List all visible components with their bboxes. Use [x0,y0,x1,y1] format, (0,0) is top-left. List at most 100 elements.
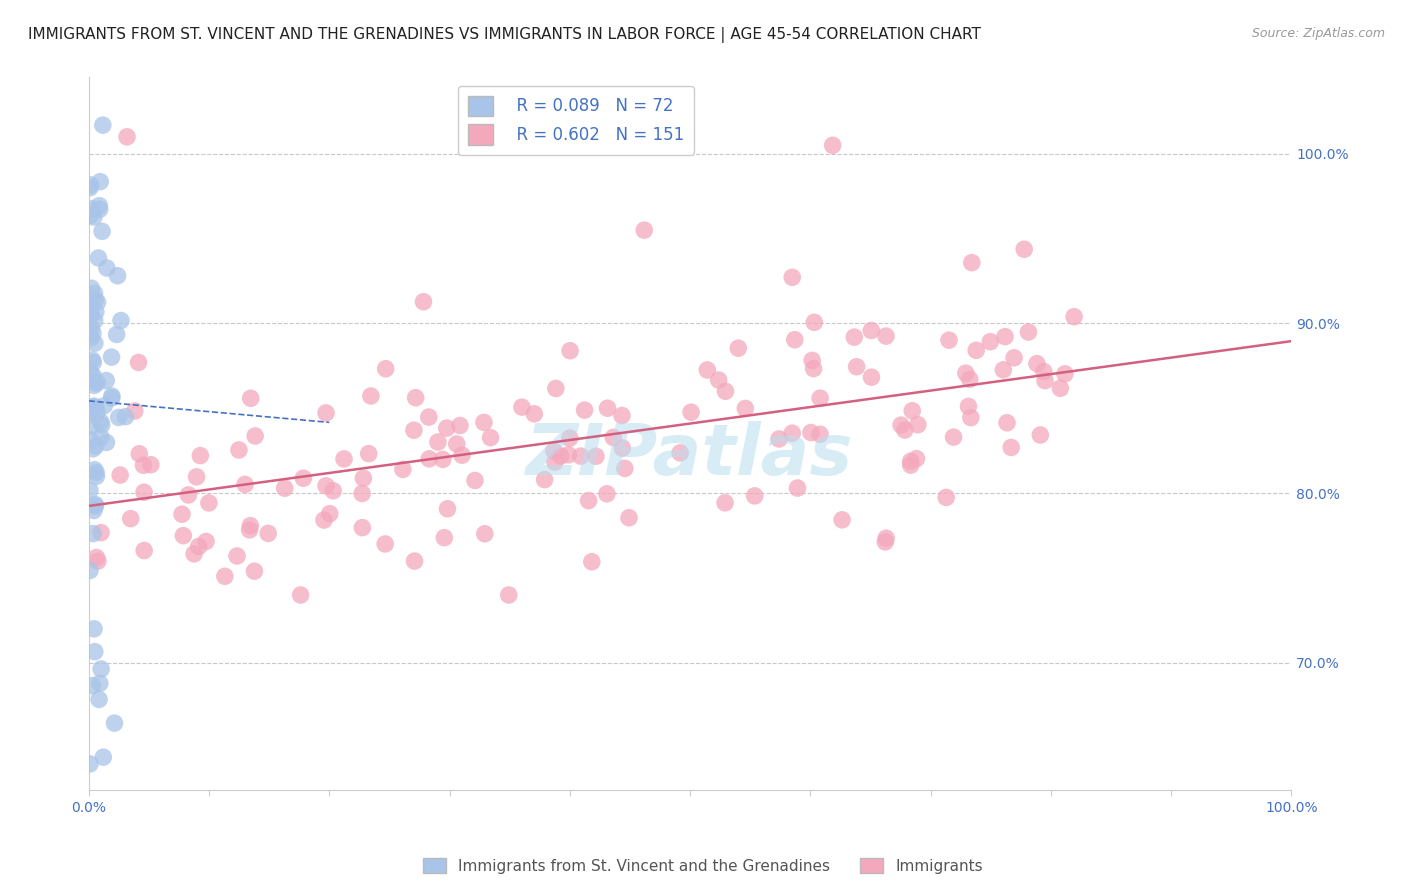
Text: ZIPatlas: ZIPatlas [526,421,853,490]
Point [273,481,295,495]
Point [96,435,118,450]
Point [87,251,110,265]
Point [83,378,105,392]
Point [533,473,555,487]
Point [239,518,262,533]
Point [82,442,104,456]
Point [474,526,496,541]
Point [744,489,766,503]
Point [860,370,883,384]
Point [290,588,312,602]
Point [714,496,737,510]
Point [83,286,105,301]
Point [110,313,132,327]
Point [464,474,486,488]
Point [101,391,124,405]
Point [993,363,1015,377]
Point [80,321,103,335]
Point [312,513,335,527]
Point [79,178,101,192]
Point [900,454,922,468]
Point [86,295,108,310]
Point [995,416,1018,430]
Point [172,529,194,543]
Point [617,510,640,524]
Point [79,209,101,223]
Point [1049,381,1071,395]
Point [79,180,101,194]
Point [103,716,125,731]
Point [821,138,844,153]
Point [84,401,107,415]
Point [959,372,981,386]
Point [808,427,831,442]
Point [83,645,105,659]
Point [426,435,449,450]
Point [613,461,636,475]
Point [83,314,105,328]
Point [803,315,825,329]
Point [91,750,114,764]
Point [558,431,581,445]
Point [82,326,104,340]
Point [352,486,374,500]
Point [82,526,104,541]
Point [183,547,205,561]
Point [80,281,103,295]
Point [1029,428,1052,442]
Point [188,449,211,463]
Point [101,389,124,403]
Text: IMMIGRANTS FROM ST. VINCENT AND THE GRENADINES VS IMMIGRANTS IN LABOR FORCE | AG: IMMIGRANTS FROM ST. VINCENT AND THE GREN… [28,27,981,43]
Point [83,399,105,413]
Point [734,401,756,416]
Point [994,329,1017,343]
Point [243,564,266,578]
Point [105,327,128,342]
Point [875,531,897,545]
Point [955,366,977,380]
Point [86,469,108,483]
Point [90,415,112,429]
Point [544,455,567,469]
Point [120,511,142,525]
Point [801,353,824,368]
Point [322,483,344,498]
Point [831,513,853,527]
Point [128,447,150,461]
Point [86,405,108,419]
Point [83,210,105,224]
Point [404,554,426,568]
Point [352,521,374,535]
Point [91,224,114,238]
Point [83,463,105,477]
Text: Source: ZipAtlas.com: Source: ZipAtlas.com [1251,27,1385,40]
Legend: Immigrants from St. Vincent and the Grenadines, Immigrants: Immigrants from St. Vincent and the Gren… [416,852,990,880]
Point [357,447,380,461]
Point [187,540,209,554]
Point [768,432,790,446]
Point [402,423,425,437]
Point [134,543,156,558]
Point [894,423,917,437]
Point [79,756,101,771]
Point [1012,242,1035,256]
Point [405,391,427,405]
Point [80,307,103,321]
Point [86,550,108,565]
Point [115,129,138,144]
Point [84,466,107,480]
Point [177,488,200,502]
Point [610,409,633,423]
Point [1026,357,1049,371]
Point [574,403,596,417]
Point [89,199,111,213]
Point [935,491,957,505]
Point [84,498,107,512]
Point [845,359,868,374]
Point [418,451,440,466]
Point [79,564,101,578]
Point [612,441,634,455]
Point [498,588,520,602]
Point [860,324,883,338]
Point [80,331,103,345]
